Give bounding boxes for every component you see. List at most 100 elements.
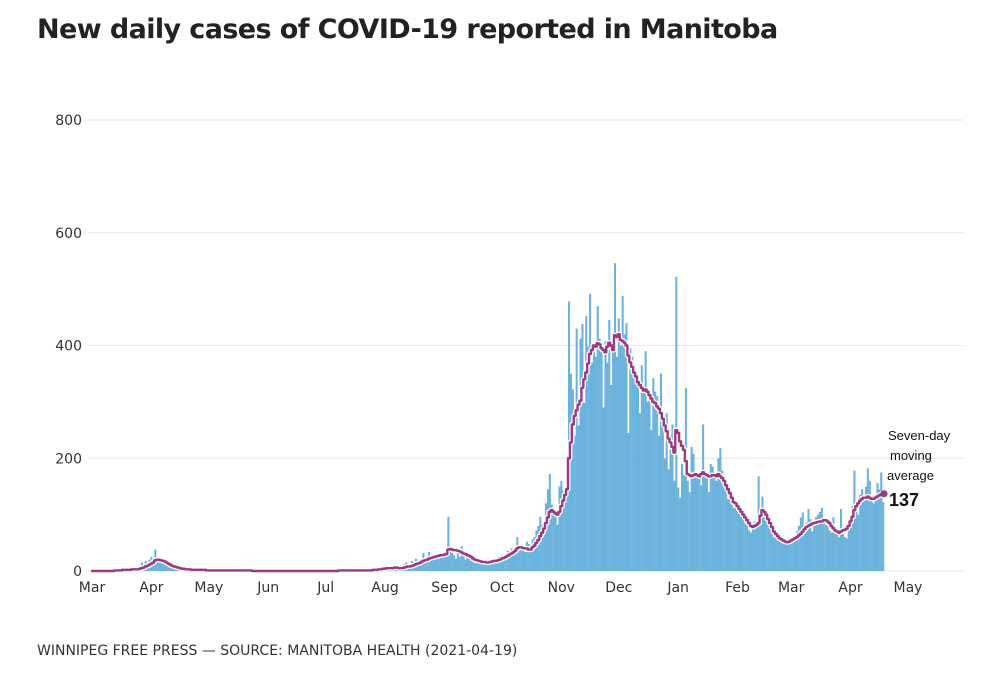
bar [851,506,854,571]
y-tick-label: 200 [55,451,82,467]
bar [671,424,674,571]
bar [696,477,699,571]
bar [472,557,475,571]
bar [560,480,563,571]
bar [594,356,597,571]
bar [608,320,611,571]
bar [824,524,827,571]
bar [658,435,661,571]
bar [545,503,548,571]
bar [158,562,161,571]
bar [489,561,492,571]
bar [523,551,527,571]
bar [583,403,586,571]
bar [585,316,588,571]
bar [795,531,799,571]
bar [698,475,701,571]
bar [447,516,450,571]
bar [642,390,645,571]
bar [876,483,879,571]
bar [432,559,435,571]
x-tick-label: Feb [725,580,750,596]
bar [556,524,559,571]
bar [769,527,772,571]
bar [441,556,444,571]
x-tick-label: Apr [139,580,163,596]
bar [525,541,528,571]
bar [786,542,789,571]
annotation-label-line-2: moving [890,448,932,463]
bar [738,508,741,571]
bar [476,559,479,571]
bar [728,492,731,571]
bar [661,424,664,571]
bars [112,263,885,571]
annotation-label-line-3: average [887,468,934,483]
bar [849,519,852,571]
bar [587,346,590,571]
y-tick-label: 0 [73,564,82,580]
bar [592,344,595,571]
bar [516,537,519,571]
bar [464,559,467,571]
bar [717,458,720,571]
bar [600,351,603,571]
bar [878,489,881,571]
bar [782,539,785,571]
bar [619,345,622,571]
bar [864,486,867,571]
bar [784,543,787,571]
bar [562,490,565,571]
bar [748,530,751,571]
bar [843,537,846,571]
bar [656,396,659,571]
bar [462,554,465,571]
bar [704,470,707,571]
bar [690,446,693,571]
x-tick-label: Mar [778,580,805,596]
bar [702,424,705,571]
bar [719,448,722,571]
bar [744,523,747,571]
bar [485,563,488,571]
bar [539,516,542,571]
bar [160,561,163,571]
bar [675,276,678,571]
bar [477,561,481,571]
bar [165,565,168,571]
bar [771,531,774,571]
bar [803,527,806,571]
x-tick-label: Aug [371,580,398,596]
bar [684,387,687,571]
bar [767,521,770,571]
bar [765,515,768,571]
bar [606,362,609,571]
bar [416,563,419,571]
bar [640,365,643,571]
bar [870,495,873,571]
bar [817,514,820,571]
bar [679,497,682,571]
bar [527,543,530,571]
bar [518,548,521,571]
annotation-value: 137 [889,490,919,510]
bar [859,494,862,571]
bar [510,548,513,571]
bar [638,413,641,571]
bar [514,547,517,571]
bar [625,322,628,571]
bar [550,504,553,571]
x-tick-label: May [894,580,923,596]
bar [813,521,816,571]
bar [571,389,574,571]
bar [479,564,482,571]
bar [774,533,777,571]
bar [430,556,433,571]
bar [169,566,172,571]
bar [652,378,655,571]
bar [709,463,712,571]
bar [807,508,810,571]
bar [828,530,831,571]
bar [663,458,666,571]
bar [163,564,166,571]
